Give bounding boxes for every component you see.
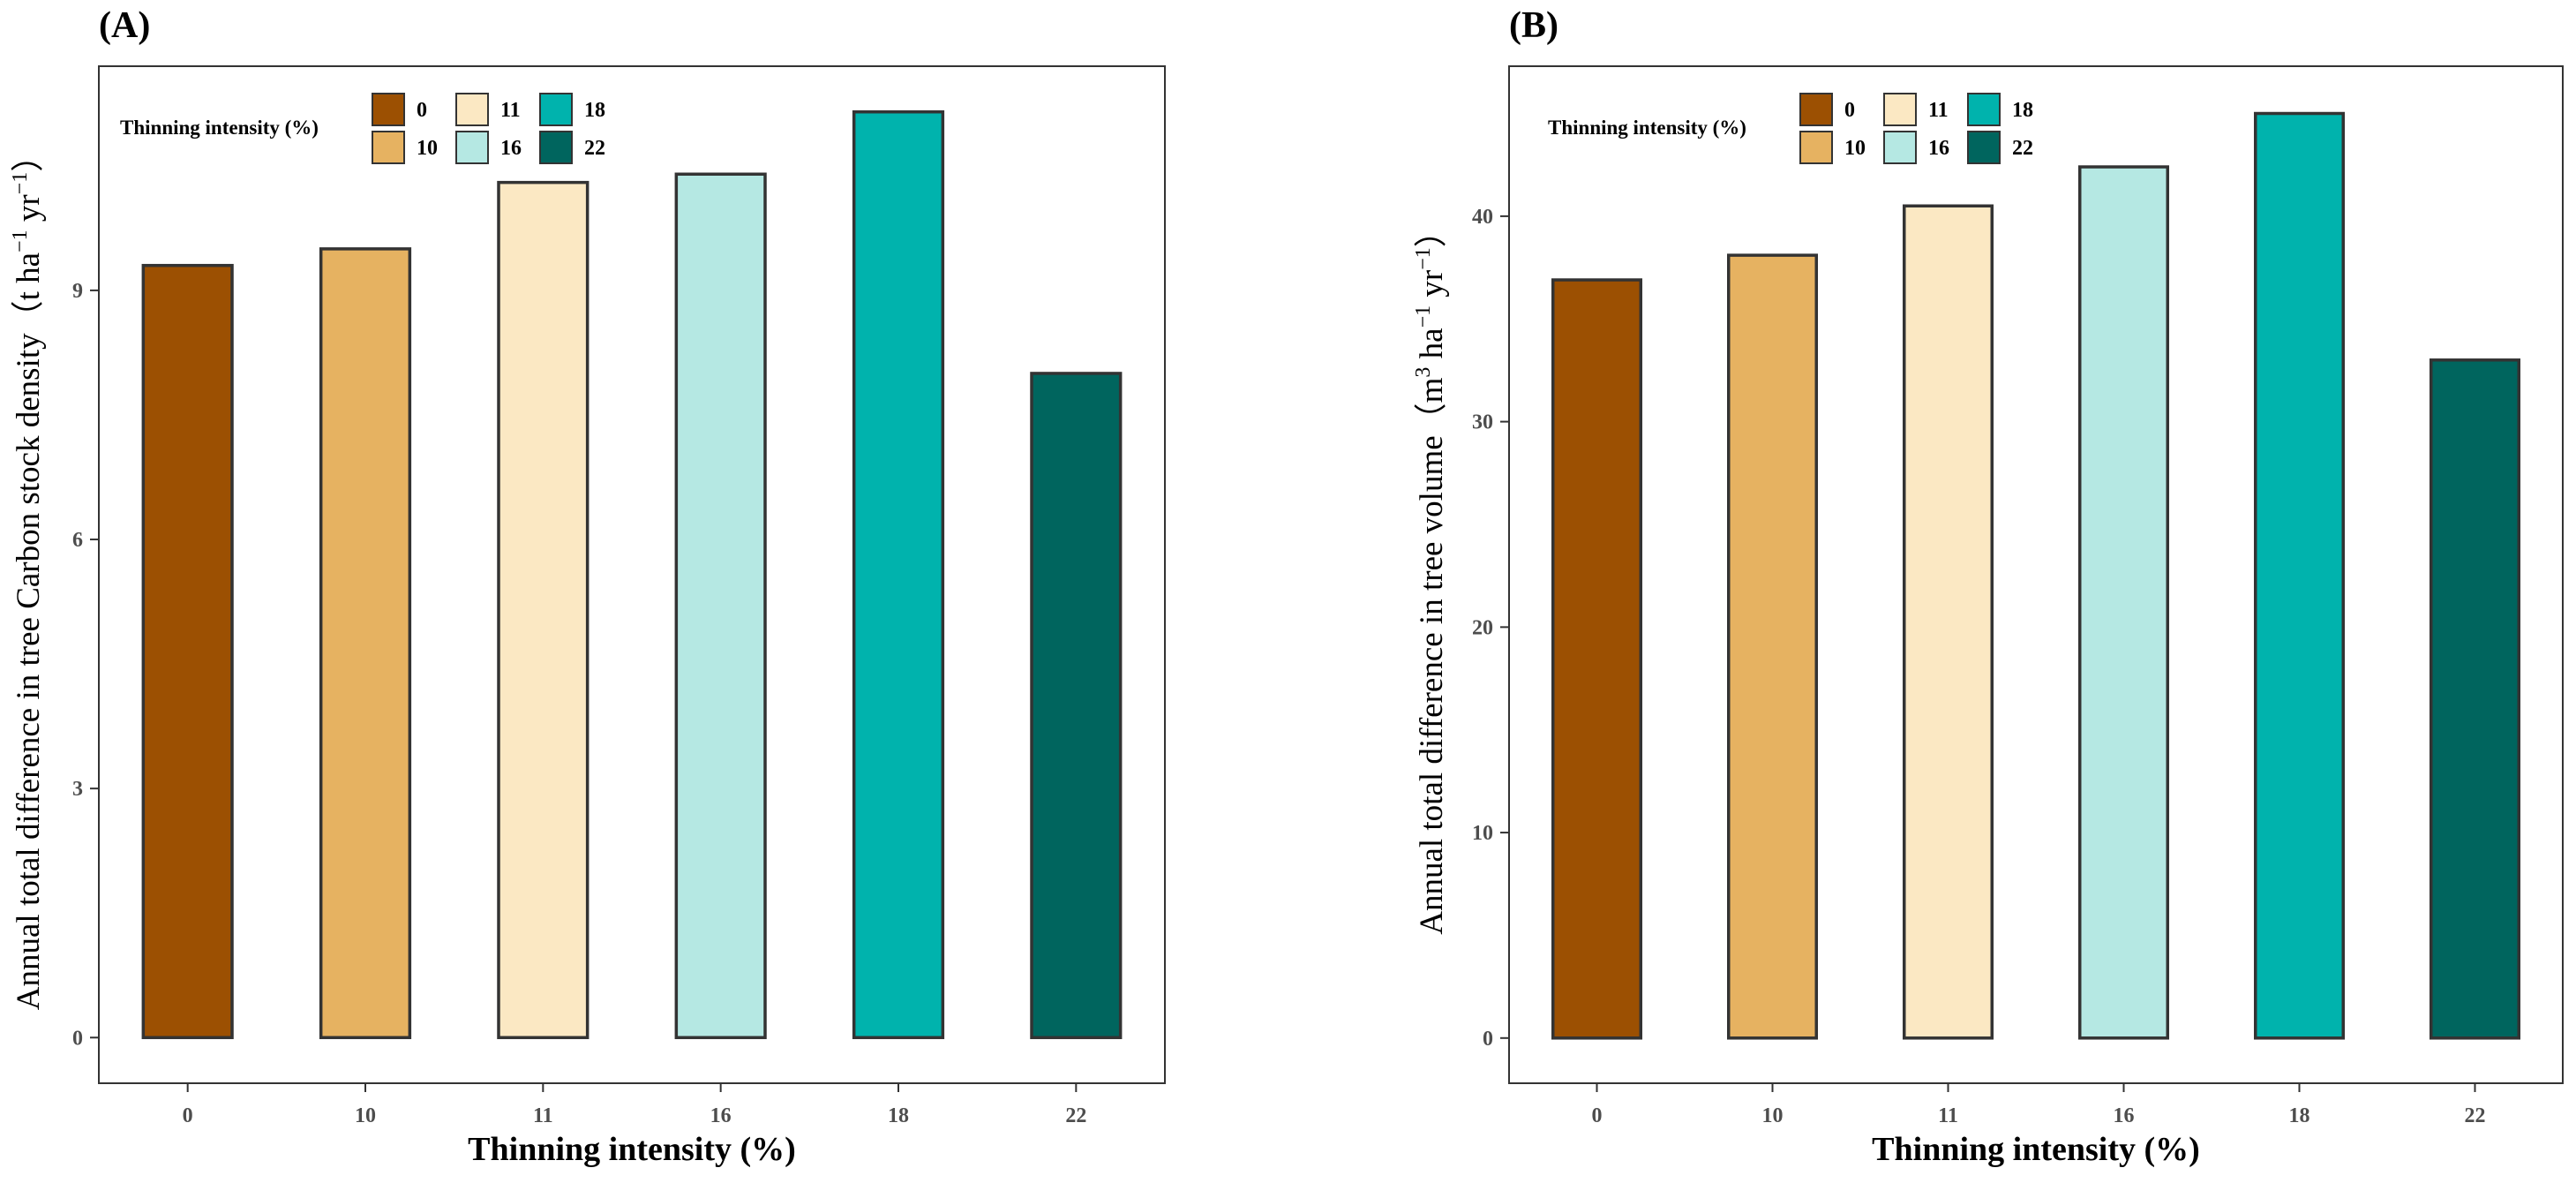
y-tick-label-b-30: 30 (1472, 411, 1493, 434)
x-tick-label-a-10: 10 (355, 1104, 376, 1127)
y-tick-label-a-9: 9 (72, 280, 83, 303)
y-axis-unit-close-b: ） (1414, 215, 1450, 247)
legend-label-b-22: 22 (2012, 137, 2033, 160)
legend-label-b-0: 0 (1844, 99, 1855, 122)
legend-b: Thinning intensity (%) 0 10 11 16 18 22 (1548, 93, 2033, 164)
x-tick-label-b-22: 22 (2465, 1104, 2486, 1127)
bars-b (1551, 111, 2520, 1040)
legend-label-a-11: 11 (500, 99, 521, 122)
y-axis-a: 0 3 6 9 (72, 280, 99, 1050)
bar-b-10 (1727, 253, 1818, 1040)
y-tick-label-b-10: 10 (1472, 822, 1493, 845)
legend-key-a-18 (539, 93, 573, 126)
legend-label-a-22: 22 (584, 137, 605, 160)
legend-label-a-0: 0 (417, 99, 427, 122)
bar-b-11 (1903, 204, 1994, 1040)
legend-label-a-18: 18 (584, 99, 605, 122)
legend-label-a-16: 16 (500, 137, 522, 160)
y-tick-label-b-20: 20 (1472, 616, 1493, 639)
legend-key-b-10 (1799, 131, 1833, 164)
bar-b-16 (2078, 165, 2169, 1040)
plot-panel-b (1508, 65, 2564, 1084)
bar-a-22 (1030, 372, 1123, 1040)
y-axis-unit-t2-b: ha (1414, 328, 1450, 366)
legend-title-a: Thinning intensity (%) (120, 117, 319, 139)
bar-a-18 (852, 109, 945, 1040)
y-tick-label-a-3: 3 (72, 778, 83, 801)
legend-label-b-11: 11 (1928, 99, 1949, 122)
panel-label-b: (B) (1509, 5, 1558, 46)
y-axis-unit-sup2-b: −1 (1412, 305, 1435, 328)
x-tick-label-b-10: 10 (1762, 1104, 1784, 1127)
y-axis-unit-open-a: （ (11, 300, 47, 333)
legend-items-a: 0 10 11 16 18 22 (372, 93, 605, 164)
x-tick-label-a-0: 0 (183, 1104, 193, 1127)
y-axis-unit-sup1-a: −1 (9, 230, 32, 252)
x-tick-label-a-18: 18 (888, 1104, 909, 1127)
y-axis-unit-t1-b: m (1414, 377, 1450, 403)
legend-items-b: 0 10 11 16 18 22 (1799, 93, 2033, 164)
y-axis-unit-sup3-b: −1 (1412, 247, 1435, 270)
y-axis-unit-sup2-a: −1 (9, 172, 32, 195)
x-tick-label-b-11: 11 (1938, 1104, 1958, 1127)
legend-label-b-10: 10 (1844, 137, 1866, 160)
legend-label-a-10: 10 (417, 137, 438, 160)
legend-title-b: Thinning intensity (%) (1548, 117, 1746, 139)
legend-key-b-11 (1883, 93, 1917, 126)
legend-label-b-18: 18 (2012, 99, 2033, 122)
plot-panel-a (98, 65, 1166, 1084)
y-axis-unit-t3-b: yr (1414, 270, 1450, 305)
legend-key-b-16 (1883, 131, 1917, 164)
y-axis-unit-t2-a: yr (11, 194, 47, 230)
panel-a: (A) 0 3 6 9 0 10 11 16 18 22 Thinning intensity … (9, 5, 1166, 1168)
x-tick-label-a-22: 22 (1065, 1104, 1086, 1127)
legend-key-b-0 (1799, 93, 1833, 126)
y-axis-unit-t1-a: t ha (11, 252, 47, 300)
bar-a-10 (319, 247, 412, 1040)
y-axis-title-main-a: Annual total difference in tree Carbon s… (11, 333, 47, 1010)
y-axis-unit-sup1-b: 3 (1412, 367, 1435, 378)
y-axis-title-b: Annual total difference in tree volume（m… (1412, 215, 1450, 935)
x-axis-title-a: Thinning intensity (%) (468, 1131, 796, 1168)
x-axis-a: 0 10 11 16 18 22 (183, 1083, 1086, 1127)
y-tick-label-b-40: 40 (1472, 206, 1493, 229)
x-tick-label-a-11: 11 (533, 1104, 553, 1127)
y-axis-unit-open-b: （ (1414, 403, 1450, 435)
legend-label-b-16: 16 (1928, 137, 1949, 160)
bar-b-18 (2254, 111, 2345, 1040)
y-axis-b: 0 10 20 30 40 (1472, 206, 1509, 1051)
y-axis-unit-close-a: ） (11, 139, 47, 172)
legend-key-a-11 (455, 93, 489, 126)
x-tick-label-a-16: 16 (710, 1104, 732, 1127)
x-tick-label-b-0: 0 (1592, 1104, 1603, 1127)
legend-key-a-22 (539, 131, 573, 164)
legend-key-a-10 (372, 131, 405, 164)
y-tick-label-b-0: 0 (1483, 1028, 1493, 1051)
legend-key-a-16 (455, 131, 489, 164)
panel-label-a: (A) (99, 5, 150, 46)
x-tick-label-b-16: 16 (2114, 1104, 2135, 1127)
x-tick-label-b-18: 18 (2289, 1104, 2310, 1127)
legend-a: Thinning intensity (%) 0 10 11 16 18 22 (120, 93, 605, 164)
legend-key-b-18 (1967, 93, 2001, 126)
x-axis-title-b: Thinning intensity (%) (1872, 1131, 2200, 1168)
bar-a-16 (674, 172, 767, 1040)
bar-b-0 (1551, 278, 1642, 1040)
bars-a (141, 109, 1123, 1040)
x-axis-b: 0 10 11 16 18 22 (1592, 1083, 2486, 1127)
legend-key-b-22 (1967, 131, 2001, 164)
y-axis-title-a: Annual total difference in tree Carbon s… (9, 139, 47, 1010)
y-tick-label-a-0: 0 (72, 1027, 83, 1050)
legend-key-a-0 (372, 93, 405, 126)
bar-a-0 (141, 263, 234, 1040)
y-tick-label-a-6: 6 (72, 529, 83, 552)
y-axis-title-main-b: Annual total difference in tree volume (1414, 435, 1450, 934)
bar-a-11 (497, 180, 590, 1040)
bar-b-22 (2430, 358, 2520, 1040)
